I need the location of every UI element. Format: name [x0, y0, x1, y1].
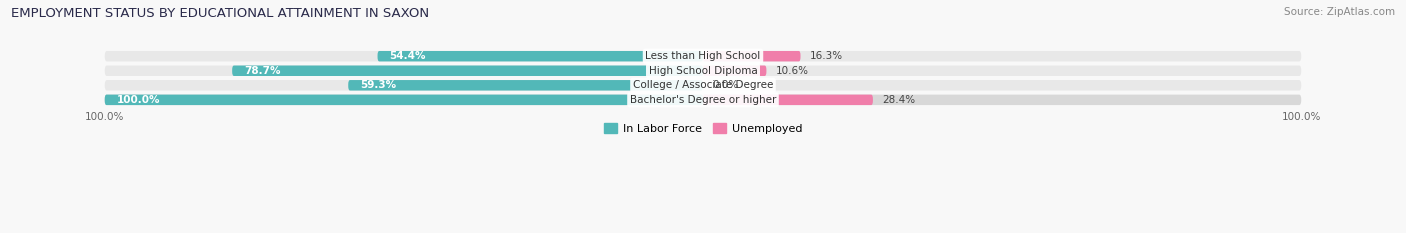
- Text: 16.3%: 16.3%: [810, 51, 842, 61]
- FancyBboxPatch shape: [703, 95, 873, 105]
- Text: 100.0%: 100.0%: [117, 95, 160, 105]
- Text: 0.0%: 0.0%: [711, 80, 738, 90]
- FancyBboxPatch shape: [349, 80, 703, 91]
- FancyBboxPatch shape: [703, 65, 766, 76]
- FancyBboxPatch shape: [703, 51, 800, 62]
- Text: 54.4%: 54.4%: [389, 51, 426, 61]
- FancyBboxPatch shape: [104, 65, 1302, 76]
- FancyBboxPatch shape: [104, 80, 1302, 91]
- Text: 10.6%: 10.6%: [775, 66, 808, 76]
- FancyBboxPatch shape: [104, 95, 1302, 105]
- Text: Source: ZipAtlas.com: Source: ZipAtlas.com: [1284, 7, 1395, 17]
- Text: College / Associate Degree: College / Associate Degree: [633, 80, 773, 90]
- Text: 59.3%: 59.3%: [360, 80, 396, 90]
- Text: 78.7%: 78.7%: [245, 66, 281, 76]
- Text: High School Diploma: High School Diploma: [648, 66, 758, 76]
- FancyBboxPatch shape: [232, 65, 703, 76]
- Text: Bachelor's Degree or higher: Bachelor's Degree or higher: [630, 95, 776, 105]
- Legend: In Labor Force, Unemployed: In Labor Force, Unemployed: [599, 119, 807, 139]
- Text: EMPLOYMENT STATUS BY EDUCATIONAL ATTAINMENT IN SAXON: EMPLOYMENT STATUS BY EDUCATIONAL ATTAINM…: [11, 7, 429, 20]
- FancyBboxPatch shape: [104, 95, 703, 105]
- FancyBboxPatch shape: [378, 51, 703, 62]
- FancyBboxPatch shape: [104, 51, 1302, 62]
- Text: Less than High School: Less than High School: [645, 51, 761, 61]
- Text: 28.4%: 28.4%: [882, 95, 915, 105]
